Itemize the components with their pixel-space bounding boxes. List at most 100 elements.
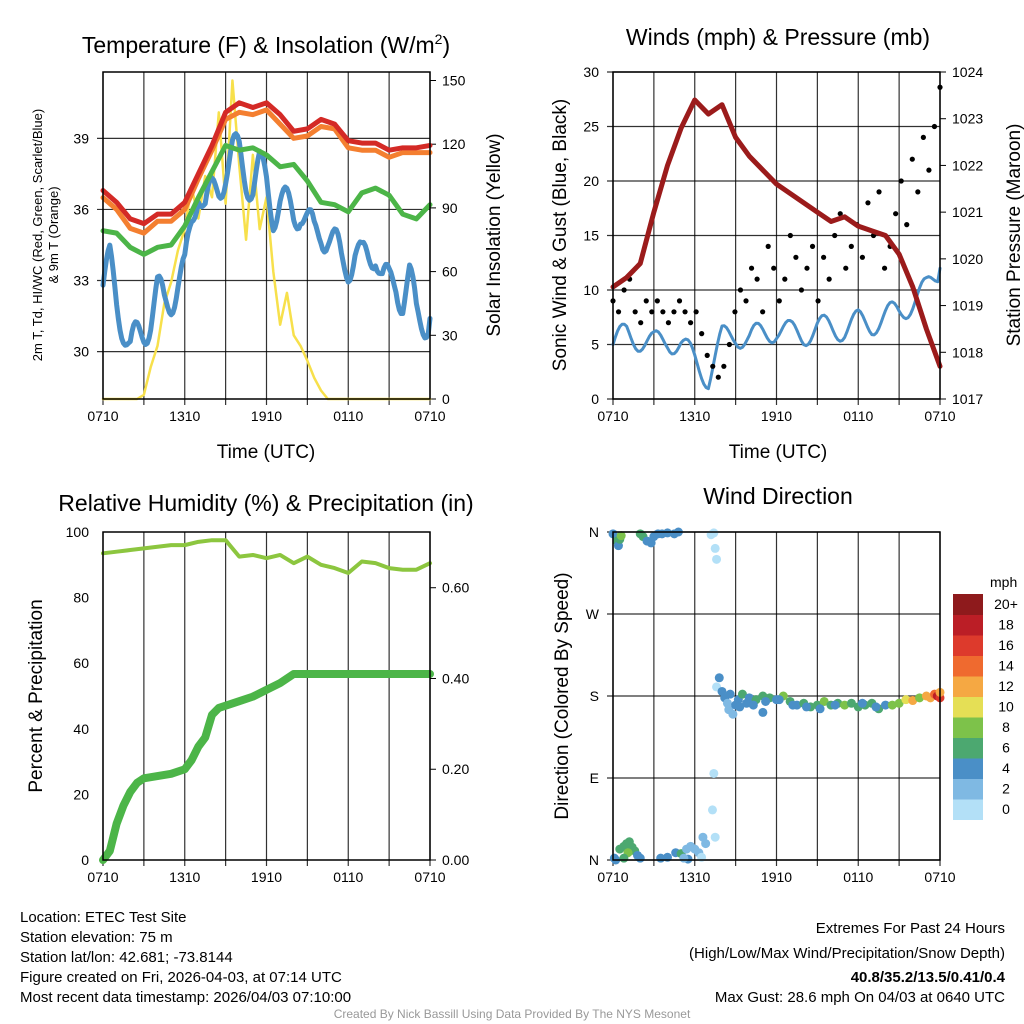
plot-frame <box>102 531 431 861</box>
gust-point <box>621 287 627 293</box>
humidity-precip-plot: 0710 1310 1910 0110 07100204060801000.000.20… <box>66 524 470 885</box>
relative-humidity-line <box>101 538 432 575</box>
gust-point <box>682 309 688 315</box>
colorbar-label: 18 <box>998 617 1014 633</box>
colorbar-label: 10 <box>998 699 1014 715</box>
gust-point <box>776 298 782 304</box>
y-tick-label: N <box>589 524 599 540</box>
colorbar-swatch <box>953 635 983 656</box>
gust-point <box>815 298 821 304</box>
y-tick-label: 0 <box>591 391 599 407</box>
gust-point <box>748 265 755 271</box>
y-tick-label: 33 <box>73 273 89 289</box>
colorbar-swatch <box>953 717 983 738</box>
gust-point <box>671 309 677 315</box>
gust-point <box>704 352 710 358</box>
y-tick-label: 60 <box>73 655 89 671</box>
gust-point <box>920 134 926 140</box>
wind-direction-point <box>679 853 689 863</box>
y2-tick-label: 0.00 <box>442 852 469 868</box>
x-tick-label: 0110 <box>333 869 363 885</box>
y-tick-label: 20 <box>583 173 599 189</box>
colorbar-label: 20+ <box>994 596 1018 612</box>
gust-point <box>726 341 732 348</box>
gust-point <box>809 243 816 249</box>
y2-tick-label: 0.60 <box>442 580 469 596</box>
gust-point <box>649 309 655 315</box>
gust-point <box>804 265 810 271</box>
colorbar-label: 8 <box>1002 719 1010 735</box>
colorbar-swatch <box>953 799 983 820</box>
y-tick-label: W <box>586 606 600 622</box>
info-elevation: Station elevation: 75 m <box>20 929 173 946</box>
y-tick-label: 10 <box>583 282 599 298</box>
gust-point <box>754 276 760 282</box>
colorbar-swatch <box>953 696 983 718</box>
y-tick-label: 36 <box>73 201 89 217</box>
extremes-title: Extremes For Past 24 Hours <box>816 920 1005 937</box>
precipitation-line <box>99 669 434 864</box>
wind-pressure-plot: 0710 1310 1910 0110 071005101520253010171018… <box>583 64 983 424</box>
y2-tick-label: 1019 <box>952 298 983 314</box>
temp-ylabel-2: & 9m T (Orange) <box>46 186 61 283</box>
colorbar-label: 6 <box>1002 740 1010 756</box>
wind-direction-point <box>748 700 758 710</box>
wind-direction-point <box>712 554 722 564</box>
rh-ylabel: Percent & Precipitation <box>26 599 47 792</box>
gust-point <box>710 363 716 369</box>
rh-panel-title: Relative Humidity (%) & Precipitation (i… <box>58 490 473 516</box>
colorbar-swatch <box>953 778 983 800</box>
gust-point <box>826 276 832 282</box>
info-latlon: Station lat/lon: 42.681; -73.8144 <box>20 949 233 966</box>
wind-direction-point <box>725 689 735 699</box>
gust-point <box>931 123 938 130</box>
wind-direction-point <box>774 695 784 705</box>
gust-point <box>715 374 721 380</box>
wind-direction-point <box>709 768 719 778</box>
y-tick-label: 30 <box>583 64 599 80</box>
wind-y2label: Station Pressure (Maroon) <box>1004 124 1024 347</box>
gust-point <box>876 189 882 195</box>
colorbar-swatch <box>953 737 983 759</box>
wind-direction-point <box>871 702 881 712</box>
wind-direction-point <box>710 832 720 842</box>
gust-point <box>848 243 854 249</box>
wind-direction-point <box>710 543 720 553</box>
gust-point <box>615 309 622 315</box>
wind-xlabel: Time (UTC) <box>729 442 828 463</box>
y2-tick-label: 60 <box>442 264 458 280</box>
x-tick-label: 0710 <box>414 869 445 885</box>
credit-line: Created By Nick Bassill Using Data Provi… <box>334 1007 691 1021</box>
gust-point <box>782 276 788 282</box>
y-tick-label: N <box>589 852 599 868</box>
colorbar-label: 12 <box>998 678 1014 694</box>
gust-point <box>654 298 660 304</box>
x-tick-label: 1310 <box>679 408 710 424</box>
gust-point <box>859 254 866 260</box>
wind-direction-point <box>735 702 745 712</box>
plot-frame <box>612 71 941 400</box>
gust-point <box>737 287 744 293</box>
extremes-values: 40.8/35.2/13.5/0.41/0.4 <box>851 969 1006 986</box>
wind-direction-point <box>737 689 747 699</box>
x-tick-label: 1910 <box>761 869 792 885</box>
gust-point <box>843 265 849 271</box>
winddir-panel-title: Wind Direction <box>703 483 853 509</box>
wind-direction-point <box>663 528 672 538</box>
wind-direction-point <box>709 528 719 538</box>
y2-tick-label: 0 <box>442 391 450 407</box>
gust-point <box>693 309 699 315</box>
wind-direction-point <box>619 853 629 863</box>
y-tick-label: 25 <box>583 119 599 135</box>
station-info: Location: ETEC Test Site Station elevati… <box>20 909 351 1006</box>
gust-point <box>699 331 705 337</box>
y2-tick-label: 150 <box>442 72 466 88</box>
x-tick-label: 0110 <box>843 408 873 424</box>
y2-tick-label: 1023 <box>952 111 983 127</box>
2m-temperature-line <box>100 100 433 227</box>
temp-y2label: Solar Insolation (Yellow) <box>484 133 505 336</box>
gust-point <box>881 265 888 271</box>
colorbar-label: 2 <box>1002 781 1010 797</box>
